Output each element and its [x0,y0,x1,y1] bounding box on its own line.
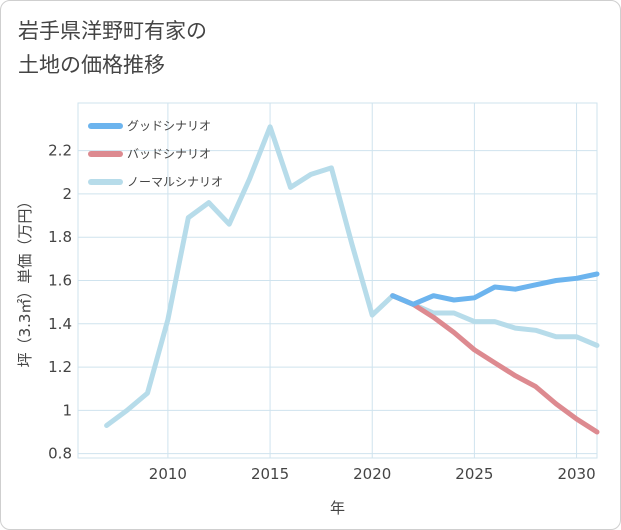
x-tick-label: 2020 [353,465,391,483]
x-tick-label: 2010 [149,465,187,483]
legend-label: ノーマルシナリオ [127,175,223,189]
y-tick-label: 1.8 [48,228,72,246]
y-tick-label: 2.2 [48,142,72,160]
y-tick-label: 0.8 [48,445,72,463]
x-tick-label: 2025 [455,465,493,483]
legend-label: バッドシナリオ [127,147,211,161]
y-tick-label: 1.6 [48,272,72,290]
y-tick-label: 2 [62,185,72,203]
grid [77,102,598,459]
series-line-0 [390,271,600,307]
chart-title: 岩手県洋野町有家の 土地の価格推移 [18,19,207,77]
x-tick-label: 2030 [557,465,595,483]
x-axis-label: 年 [330,499,345,517]
y-tick-label: 1 [62,401,72,419]
y-axis-ticks: 0.8 1 1.2 1.4 1.6 1.8 2 2.2 [48,142,72,463]
legend-label: グッドシナリオ [127,119,211,133]
x-axis-ticks: 2010 2015 2020 2025 2030 [149,465,596,483]
series-lines [104,124,600,435]
y-axis-label: 坪（3.3㎡）単価（万円） [16,194,34,368]
x-tick-label: 2015 [251,465,289,483]
series-line-2 [104,124,600,428]
y-tick-label: 1.2 [48,358,72,376]
y-tick-label: 1.4 [48,315,72,333]
series-line-1 [390,293,600,435]
